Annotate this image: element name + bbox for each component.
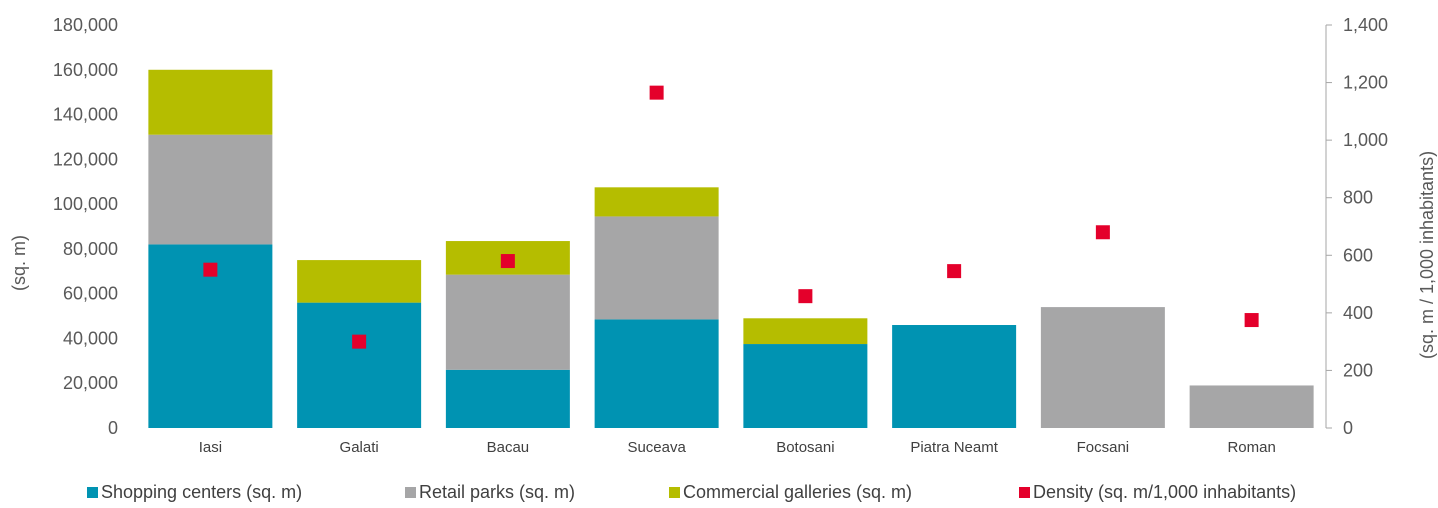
- legend-label: Shopping centers (sq. m): [101, 482, 303, 502]
- right-tick-label: 600: [1343, 245, 1373, 265]
- category-label: Suceava: [627, 439, 686, 456]
- right-tick-label: 800: [1343, 188, 1373, 208]
- bar-segment: [297, 302, 422, 428]
- right-tick-label: 200: [1343, 360, 1373, 380]
- left-axis-ticks: 0 20,000 40,000 60,000 80,000 100,000 120,000 1…: [53, 15, 118, 438]
- right-axis: 0 200 400 600 800 1,000 1,200 1,400: [1325, 15, 1388, 438]
- bars: [148, 69, 1314, 428]
- category-label: Focsani: [1077, 439, 1130, 456]
- category-label: Bacau: [487, 439, 530, 456]
- bar-segment: [594, 187, 719, 217]
- bar-segment: [297, 260, 422, 303]
- left-tick-label: 100,000: [53, 194, 118, 214]
- legend: Shopping centers (sq. m) Retail parks (s…: [0, 482, 1438, 508]
- bar-segment: [594, 216, 719, 320]
- left-tick-label: 140,000: [53, 105, 118, 125]
- density-point: [500, 254, 515, 269]
- right-tick-label: 0: [1343, 418, 1353, 438]
- left-tick-label: 160,000: [53, 60, 118, 80]
- category-labels: Iasi Galati Bacau Suceava Botosani Piatra Nea…: [199, 439, 1276, 456]
- bar-segment: [1189, 385, 1314, 428]
- bar-segment: [743, 344, 868, 428]
- category-label: Iasi: [199, 439, 222, 456]
- category-label: Piatra Neamt: [910, 439, 998, 456]
- density-point: [947, 264, 962, 279]
- legend-label: Retail parks (sq. m): [419, 482, 576, 502]
- category-label: Galati: [340, 439, 379, 456]
- bar-segment: [445, 369, 570, 428]
- legend-swatch-retail-parks: [405, 487, 416, 498]
- bar-segment: [743, 318, 868, 345]
- right-tick-label: 1,400: [1343, 15, 1388, 35]
- legend-swatch-commercial-galleries: [669, 487, 680, 498]
- bar-segment: [892, 325, 1017, 428]
- bar-segment: [1040, 307, 1165, 428]
- density-point: [798, 289, 813, 304]
- bar-segment: [445, 274, 570, 370]
- legend-label: Commercial galleries (sq. m): [683, 482, 913, 502]
- right-axis-title: (sq. m / 1,000 inhabitants): [1417, 151, 1437, 359]
- bar-segment: [594, 319, 719, 428]
- left-tick-label: 80,000: [63, 239, 118, 259]
- left-tick-label: 120,000: [53, 149, 118, 169]
- bar-segment: [148, 134, 273, 245]
- legend-item-retail-parks: Retail parks (sq. m): [405, 482, 575, 503]
- density-point: [1244, 313, 1259, 328]
- right-tick-label: 1,200: [1343, 73, 1388, 93]
- density-points: [203, 85, 1259, 349]
- left-tick-label: 0: [108, 418, 118, 438]
- right-tick-label: 1,000: [1343, 130, 1388, 150]
- legend-swatch-shopping-centers: [87, 487, 98, 498]
- density-point: [203, 262, 218, 277]
- left-tick-label: 20,000: [63, 373, 118, 393]
- stacked-bar-chart: 0 20,000 40,000 60,000 80,000 100,000 120,000 1…: [9, 15, 1437, 456]
- legend-item-density: Density (sq. m/1,000 inhabitants): [1019, 482, 1296, 503]
- left-tick-label: 40,000: [63, 328, 118, 348]
- legend-swatch-density: [1019, 487, 1030, 498]
- category-label: Roman: [1227, 439, 1275, 456]
- left-axis-title: (sq. m): [9, 235, 29, 291]
- left-tick-label: 180,000: [53, 15, 118, 35]
- legend-label: Density (sq. m/1,000 inhabitants): [1033, 482, 1297, 502]
- density-point: [1095, 225, 1110, 240]
- legend-item-shopping-centers: Shopping centers (sq. m): [87, 482, 302, 503]
- density-point: [649, 85, 664, 100]
- left-tick-label: 60,000: [63, 284, 118, 304]
- bar-segment: [148, 69, 273, 135]
- right-tick-label: 400: [1343, 303, 1373, 323]
- density-point: [352, 334, 367, 349]
- legend-item-commercial-galleries: Commercial galleries (sq. m): [669, 482, 912, 503]
- category-label: Botosani: [776, 439, 834, 456]
